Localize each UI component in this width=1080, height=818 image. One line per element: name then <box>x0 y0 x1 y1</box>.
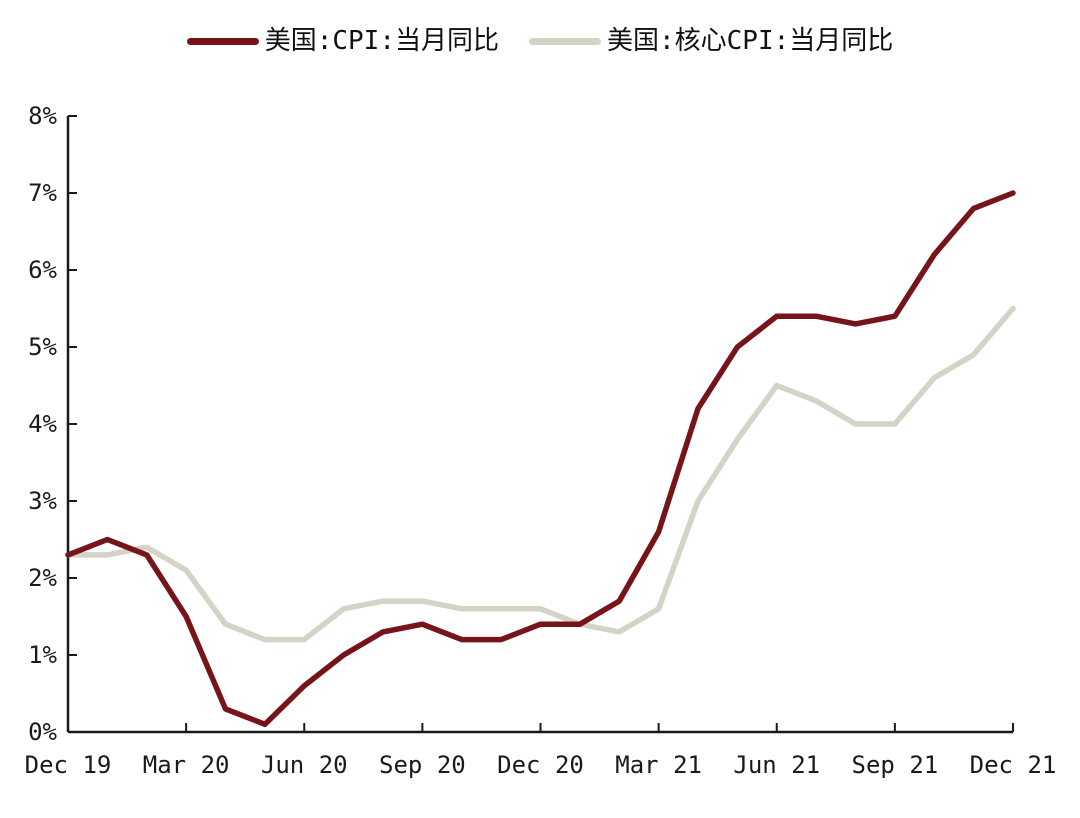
core-cpi-line <box>65 305 1016 643</box>
y-tick-label: 4% <box>28 410 57 438</box>
x-tick-label: Sep 20 <box>379 751 466 779</box>
y-tick-label: 5% <box>28 333 57 361</box>
y-tick-label: 1% <box>28 641 57 669</box>
x-tick-label: Sep 21 <box>852 751 939 779</box>
cpi-line <box>65 190 1016 728</box>
x-tick-label: Mar 21 <box>615 751 702 779</box>
y-tick-label: 6% <box>28 256 57 284</box>
cpi-line-swatch <box>186 37 259 45</box>
x-tick-label: Mar 20 <box>143 751 230 779</box>
y-tick-label: 2% <box>28 564 57 592</box>
legend: 美国:CPI:当月同比 美国:核心CPI:当月同比 <box>0 28 1080 54</box>
legend-label-cpi: 美国:CPI:当月同比 <box>264 26 499 56</box>
y-tick-label: 8% <box>28 102 57 130</box>
legend-item-core-cpi: 美国:核心CPI:当月同比 <box>529 28 893 54</box>
core-cpi-line-swatch <box>529 37 601 45</box>
x-tick-label: Jun 20 <box>261 751 348 779</box>
legend-label-core-cpi: 美国:核心CPI:当月同比 <box>607 26 894 56</box>
y-tick-label: 7% <box>28 179 57 207</box>
y-tick-label: 3% <box>28 487 57 515</box>
x-tick-label: Dec 20 <box>497 751 584 779</box>
y-tick-label: 0% <box>28 718 57 746</box>
x-tick-label: Jun 21 <box>733 751 820 779</box>
x-tick-label: Dec 21 <box>970 751 1057 779</box>
legend-item-cpi: 美国:CPI:当月同比 <box>186 26 499 56</box>
x-tick-label: Dec 19 <box>25 751 112 779</box>
